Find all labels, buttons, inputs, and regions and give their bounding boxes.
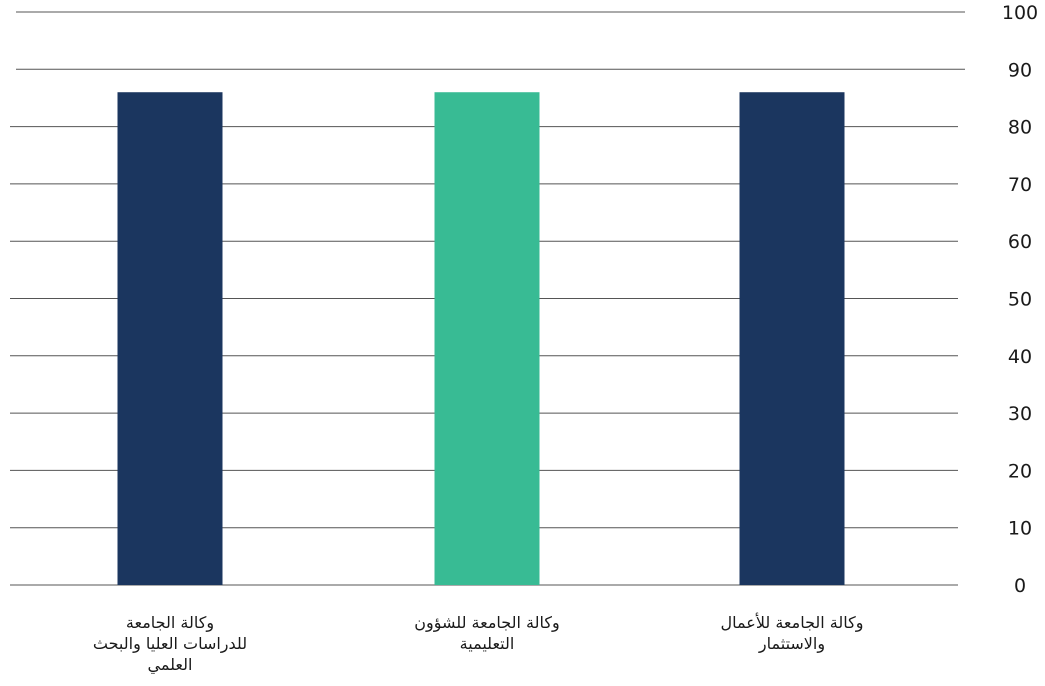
category-label-business-investment: وكالة الجامعة للأعمال والاستثمار <box>677 612 907 654</box>
y-tick-label: 40 <box>1008 346 1032 368</box>
y-tick-label: 70 <box>1008 174 1032 196</box>
category-label-line: والاستثمار <box>758 634 826 653</box>
y-tick-label: 80 <box>1008 117 1032 139</box>
y-tick-label: 0 <box>1014 575 1026 597</box>
y-axis-ticks: 0 10 20 30 40 50 60 70 80 90 100 <box>1002 2 1038 597</box>
category-label-line: وكالة الجامعة للشؤون <box>414 613 560 632</box>
category-label-educational-affairs: وكالة الجامعة للشؤون التعليمية <box>372 612 602 654</box>
category-label-graduate-studies: وكالة الجامعة للدراسات العليا والبحث الع… <box>55 612 285 675</box>
category-label-line: للدراسات العليا والبحث <box>92 634 248 653</box>
y-tick-label: 100 <box>1002 2 1038 24</box>
y-tick-label: 10 <box>1008 518 1032 540</box>
y-tick-label: 60 <box>1008 231 1032 253</box>
bars <box>117 92 845 585</box>
y-tick-label: 20 <box>1008 460 1032 482</box>
bar <box>739 92 845 585</box>
category-label-line: وكالة الجامعة للأعمال <box>720 613 864 632</box>
category-label-line: التعليمية <box>459 634 515 653</box>
bar <box>434 92 540 585</box>
y-tick-label: 50 <box>1008 289 1032 311</box>
category-label-line: العلمي <box>147 655 193 674</box>
category-label-line: وكالة الجامعة <box>125 613 215 632</box>
bar <box>117 92 223 585</box>
y-tick-label: 30 <box>1008 403 1032 425</box>
y-tick-label: 90 <box>1008 59 1032 81</box>
